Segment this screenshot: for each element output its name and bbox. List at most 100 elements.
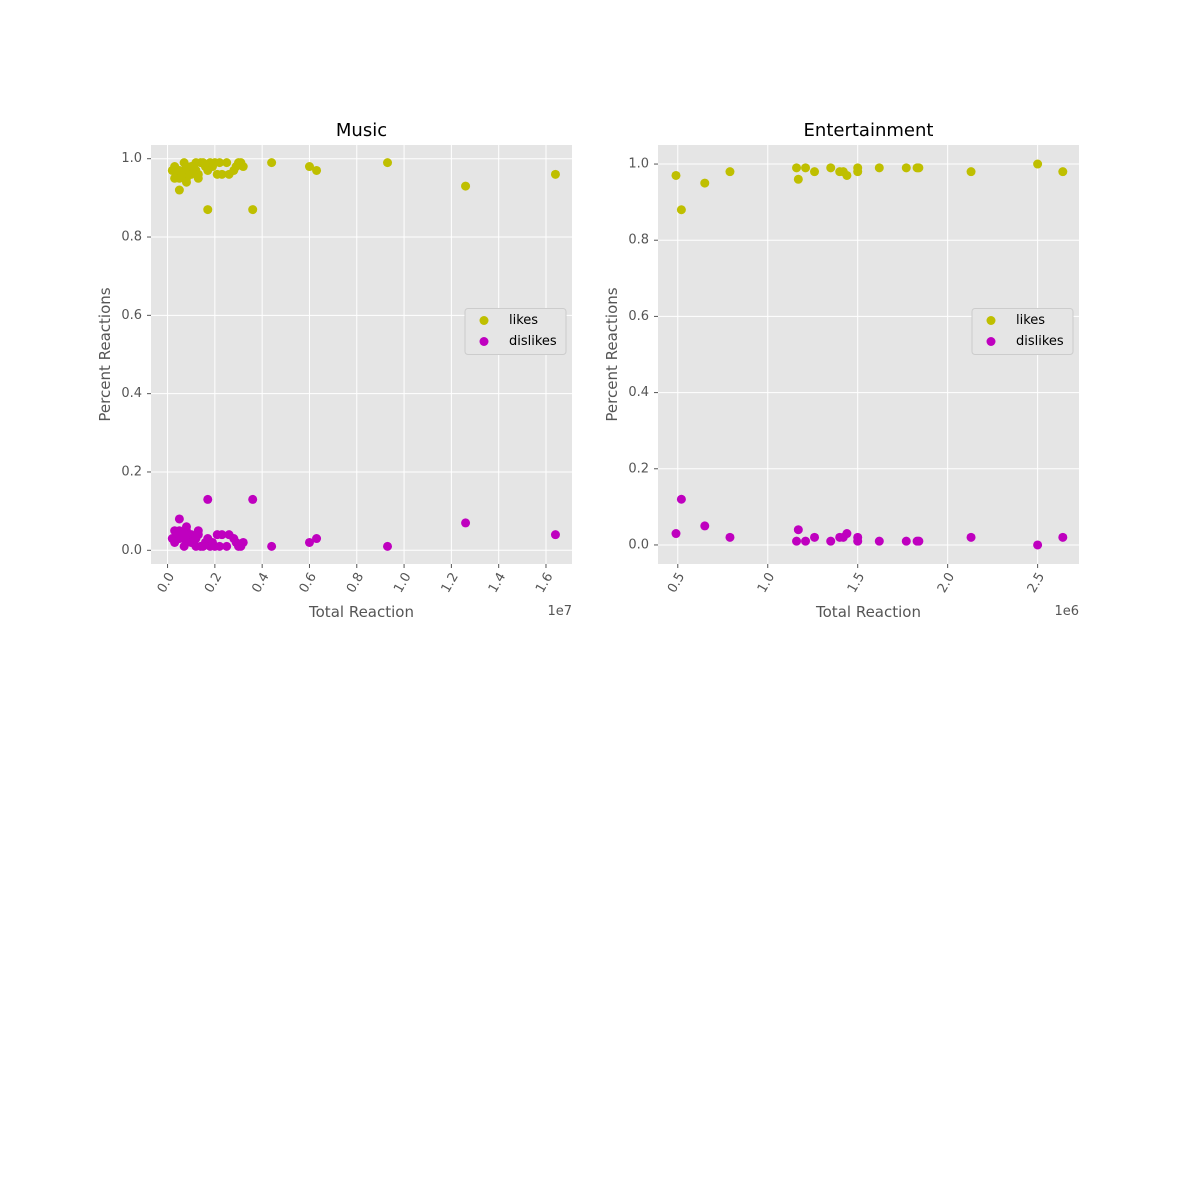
legend-label-likes: likes [1016,313,1045,328]
data-point-dislikes [826,536,836,546]
x-tick-label: 1.4 [486,570,509,595]
y-tick-label: 0.8 [628,233,649,248]
y-tick-label: 1.0 [628,157,649,172]
data-point-dislikes [217,530,227,540]
data-point-likes [676,205,686,215]
data-point-dislikes [700,521,710,531]
y-axis-label: Percent Reactions [96,287,114,421]
data-point-likes [550,169,560,179]
x-tick-label: 0.4 [249,570,272,595]
data-point-likes [1033,159,1043,169]
chart-title: Music [336,120,387,141]
data-point-likes [217,169,227,179]
data-point-dislikes [901,536,911,546]
legend-label-dislikes: dislikes [509,334,557,349]
x-tick-label: 2.0 [935,570,958,595]
data-point-likes [238,162,248,172]
data-point-likes [671,170,681,180]
x-tick-label: 1.0 [755,570,778,595]
x-tick-label: 0.8 [344,570,367,595]
data-point-likes [792,163,802,173]
y-tick-label: 1.0 [121,151,142,166]
data-point-likes [222,158,232,168]
data-point-likes [966,167,976,177]
data-point-dislikes [174,514,184,524]
y-axis-label: Percent Reactions [603,287,621,421]
x-offset-label: 1e7 [547,604,572,619]
y-tick-label: 0.6 [628,309,649,324]
x-tick-label: 0.5 [665,570,688,595]
data-point-dislikes [312,534,322,544]
x-tick-label: 1.6 [533,570,556,595]
data-point-dislikes [181,522,191,532]
data-point-likes [793,174,803,184]
data-point-likes [842,170,852,180]
chart-panel-entertainment: 0.5 1.0 1.5 2.0 2.5 0.0 0.2 0.4 0.6 0.8 1.0 Enterta… [603,120,1079,621]
data-point-likes [248,205,258,215]
y-tick-label: 0.0 [121,543,142,558]
data-point-likes [215,158,225,168]
legend-box [464,308,567,355]
x-tick-label: 1.0 [391,570,414,595]
y-tick-label: 0.6 [121,308,142,323]
data-point-likes [1058,167,1068,177]
x-offset-label: 1e6 [1054,604,1079,619]
y-tick-label: 0.4 [628,385,649,400]
y-tick-label: 0.8 [121,230,142,245]
data-point-dislikes [215,541,225,551]
data-point-dislikes [304,537,314,547]
legend-marker-likes [479,316,489,325]
data-point-dislikes [671,529,681,539]
data-point-dislikes [725,532,735,542]
legend: likes dislikes [464,308,567,355]
data-point-likes [174,185,184,195]
legend: likes dislikes [971,308,1074,355]
data-point-likes [874,163,884,173]
data-point-likes [853,167,863,177]
data-point-likes [810,167,820,177]
data-point-likes [801,163,811,173]
chart-panel-music: 0.0 0.2 0.4 0.6 0.8 1.0 1.2 1.4 1.6 0.0 0.2 0.4 0.6 0… [96,120,572,621]
data-point-dislikes [461,518,471,528]
legend-marker-dislikes [986,337,996,346]
data-point-dislikes [874,536,884,546]
data-point-likes [826,163,836,173]
legend-marker-dislikes [479,337,489,346]
data-point-likes [461,181,471,191]
data-point-dislikes [793,525,803,535]
data-point-dislikes [193,526,203,536]
x-tick-label: 1.5 [845,570,868,595]
data-point-likes [304,162,314,172]
data-point-likes [181,177,191,187]
y-tick-label: 0.2 [628,461,649,476]
data-point-likes [312,165,322,175]
data-point-likes [267,158,277,168]
data-point-dislikes [248,494,258,504]
data-point-dislikes [203,494,213,504]
data-point-dislikes [801,536,811,546]
x-axis-label: Total Reaction [815,603,921,621]
data-point-dislikes [267,541,277,551]
data-point-dislikes [810,532,820,542]
data-point-dislikes [222,541,232,551]
data-point-dislikes [1033,540,1043,550]
data-point-dislikes [550,530,560,540]
data-point-likes [725,167,735,177]
y-tick-label: 0.0 [628,537,649,552]
data-point-likes [700,178,710,188]
data-point-likes [901,163,911,173]
data-point-dislikes [792,536,802,546]
x-tick-label: 0.6 [297,570,320,595]
x-tick-label: 0.2 [202,570,225,595]
data-point-dislikes [966,532,976,542]
x-tick-label: 0.0 [155,570,178,595]
chart-title: Entertainment [804,120,934,141]
data-point-dislikes [914,536,924,546]
x-tick-label: 2.5 [1025,570,1048,595]
x-tick-label: 1.2 [439,570,462,595]
data-point-dislikes [383,541,393,551]
data-point-dislikes [676,494,686,504]
data-point-likes [193,173,203,183]
y-tick-label: 0.2 [121,464,142,479]
